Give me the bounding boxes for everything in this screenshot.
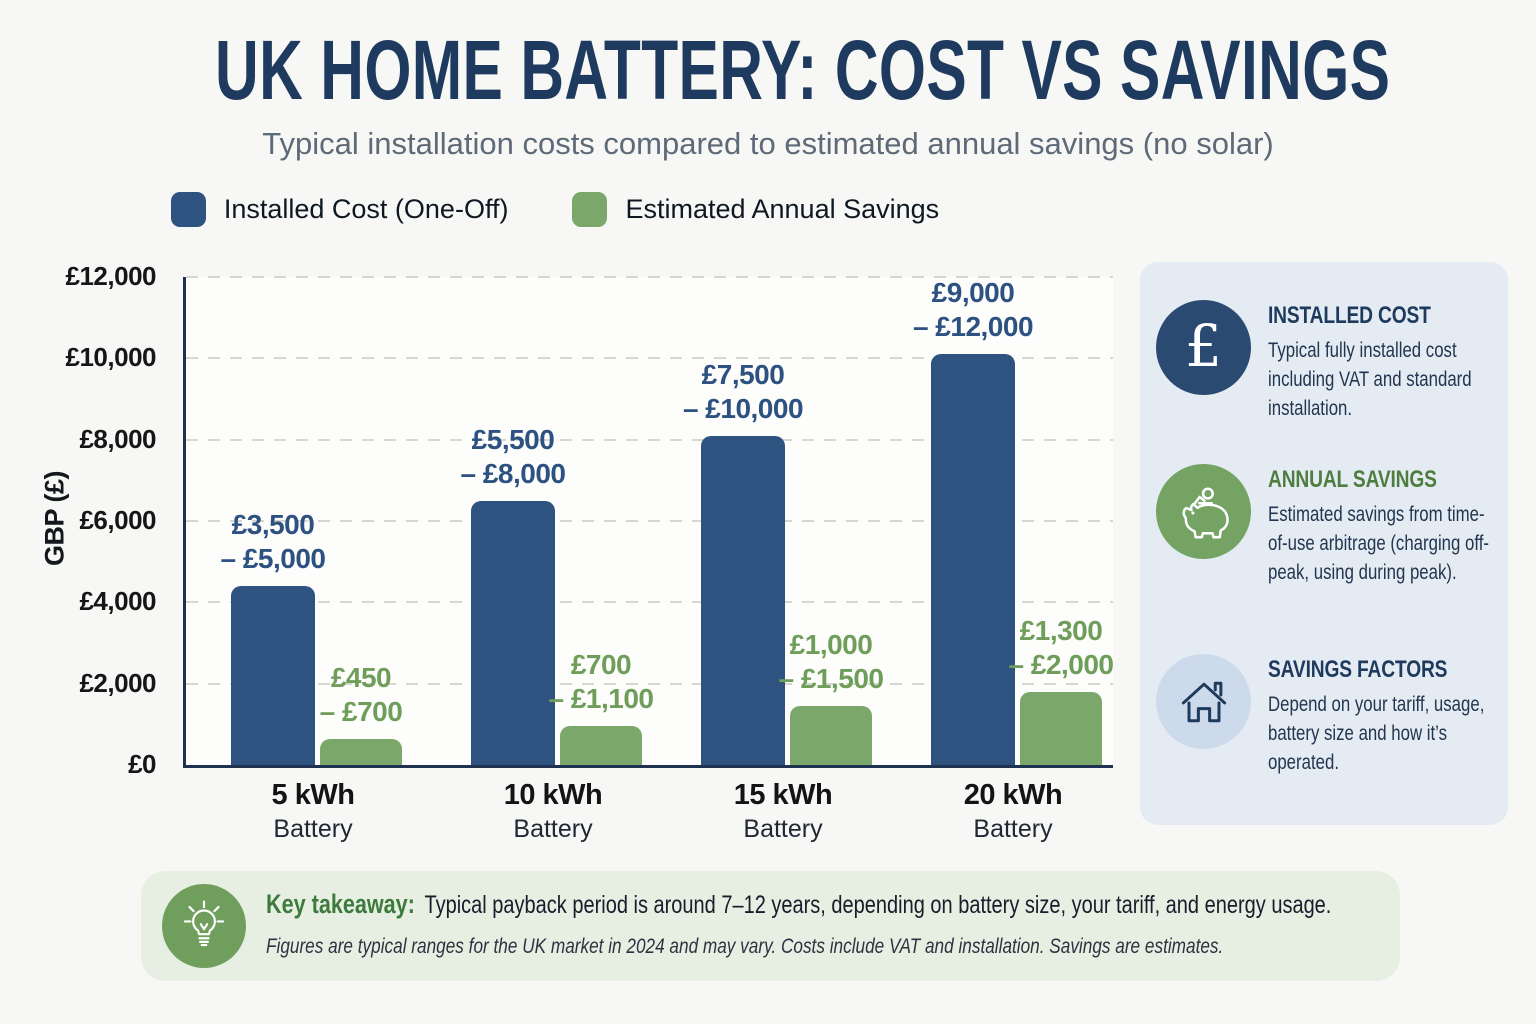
savings-range-label: £1,000– £1,500 [778, 629, 885, 694]
key-takeaway-text: Key takeaway: Typical payback period is a… [266, 889, 1466, 920]
y-tick-label: £6,000 [79, 505, 156, 535]
info-sidebar: £ INSTALLED COST Typical fully installed… [1140, 262, 1508, 825]
sidebar-item-body: Typical fully installed cost including V… [1268, 339, 1472, 420]
annual-savings-swatch-icon [572, 192, 608, 227]
x-category-label: 10 kWh Battery [503, 779, 603, 843]
installed-cost-bar [931, 354, 1015, 765]
page-subtitle: Typical installation costs compared to e… [262, 126, 1274, 161]
x-category-label: 15 kWh Battery [733, 779, 833, 843]
y-tick-label: £2,000 [79, 668, 156, 698]
installed-cost-bar [701, 436, 785, 765]
cost-range-label: £5,500– £8,000 [460, 424, 567, 489]
key-takeaway-panel: Key takeaway: Typical payback period is a… [141, 871, 1400, 981]
savings-range-label: £700– £1,100 [548, 649, 655, 714]
installed-cost-bar [471, 501, 555, 765]
x-category-label: 20 kWh Battery [963, 779, 1063, 843]
gridline [186, 683, 1113, 685]
legend-item-installed-cost: Installed Cost (One-Off) [170, 192, 509, 227]
gridline [186, 276, 1113, 278]
gridline [186, 439, 1113, 441]
x-axis-labels: 5 kWh Battery 10 kWh Battery 15 kWh Battery 20… [183, 779, 1110, 859]
lightbulb-icon [162, 884, 246, 968]
chart-legend: Installed Cost (One-Off) Estimated Annua… [0, 192, 1110, 227]
sidebar-item-body: Estimated savings from time-of-use arbit… [1268, 503, 1490, 584]
cost-range-label: £9,000– £12,000 [912, 277, 1034, 342]
house-icon [1156, 654, 1251, 749]
cost-range-label: £7,500– £10,000 [682, 359, 804, 424]
y-tick-label: £4,000 [79, 586, 156, 616]
legend-label-annual-savings: Estimated Annual Savings [625, 194, 940, 224]
key-takeaway-label: Key takeaway: [266, 889, 415, 919]
installed-cost-bar [231, 586, 315, 765]
annual-savings-bar [1020, 692, 1102, 765]
sidebar-item-title: SAVINGS FACTORS [1268, 656, 1448, 683]
legend-label-installed-cost: Installed Cost (One-Off) [223, 194, 509, 224]
legend-item-annual-savings: Estimated Annual Savings [572, 192, 939, 227]
annual-savings-bar [560, 726, 642, 765]
pound-glyph: £ [1185, 311, 1222, 380]
annual-savings-bar [320, 739, 402, 765]
gridline [186, 601, 1113, 603]
piggy-bank-icon [1156, 464, 1251, 559]
sidebar-item-title: ANNUAL SAVINGS [1268, 466, 1437, 493]
sidebar-item-title: INSTALLED COST [1268, 302, 1431, 329]
annual-savings-bar [790, 706, 872, 765]
y-tick-label: £12,000 [65, 261, 157, 291]
pound-icon: £ [1156, 300, 1251, 395]
page-title: UK HOME BATTERY: COST VS SAVINGS [215, 23, 1391, 117]
y-axis-ticks: £0 £2,000 £4,000 £6,000 £8,000 £10,000 £12,000 [0, 261, 170, 779]
gridline [186, 520, 1113, 522]
y-tick-label: £0 [128, 749, 156, 779]
cost-range-label: £3,500– £5,000 [220, 509, 327, 574]
y-tick-label: £10,000 [65, 342, 157, 372]
savings-range-label: £1,300– £2,000 [1008, 615, 1115, 680]
takeaway-footnote: Figures are typical ranges for the UK ma… [266, 934, 1224, 958]
x-category-label: 5 kWh Battery [271, 779, 355, 843]
sidebar-item-body: Depend on your tariff, usage, battery si… [1268, 693, 1485, 774]
gridline [186, 357, 1113, 359]
savings-range-label: £450– £700 [319, 662, 403, 727]
plot-area: £3,500– £5,000 £450– £700 £5,500– £8,000 £7… [183, 276, 1114, 768]
y-tick-label: £8,000 [79, 424, 156, 454]
installed-cost-swatch-icon [170, 192, 206, 227]
key-takeaway-body: Typical payback period is around 7–12 ye… [424, 891, 1332, 919]
